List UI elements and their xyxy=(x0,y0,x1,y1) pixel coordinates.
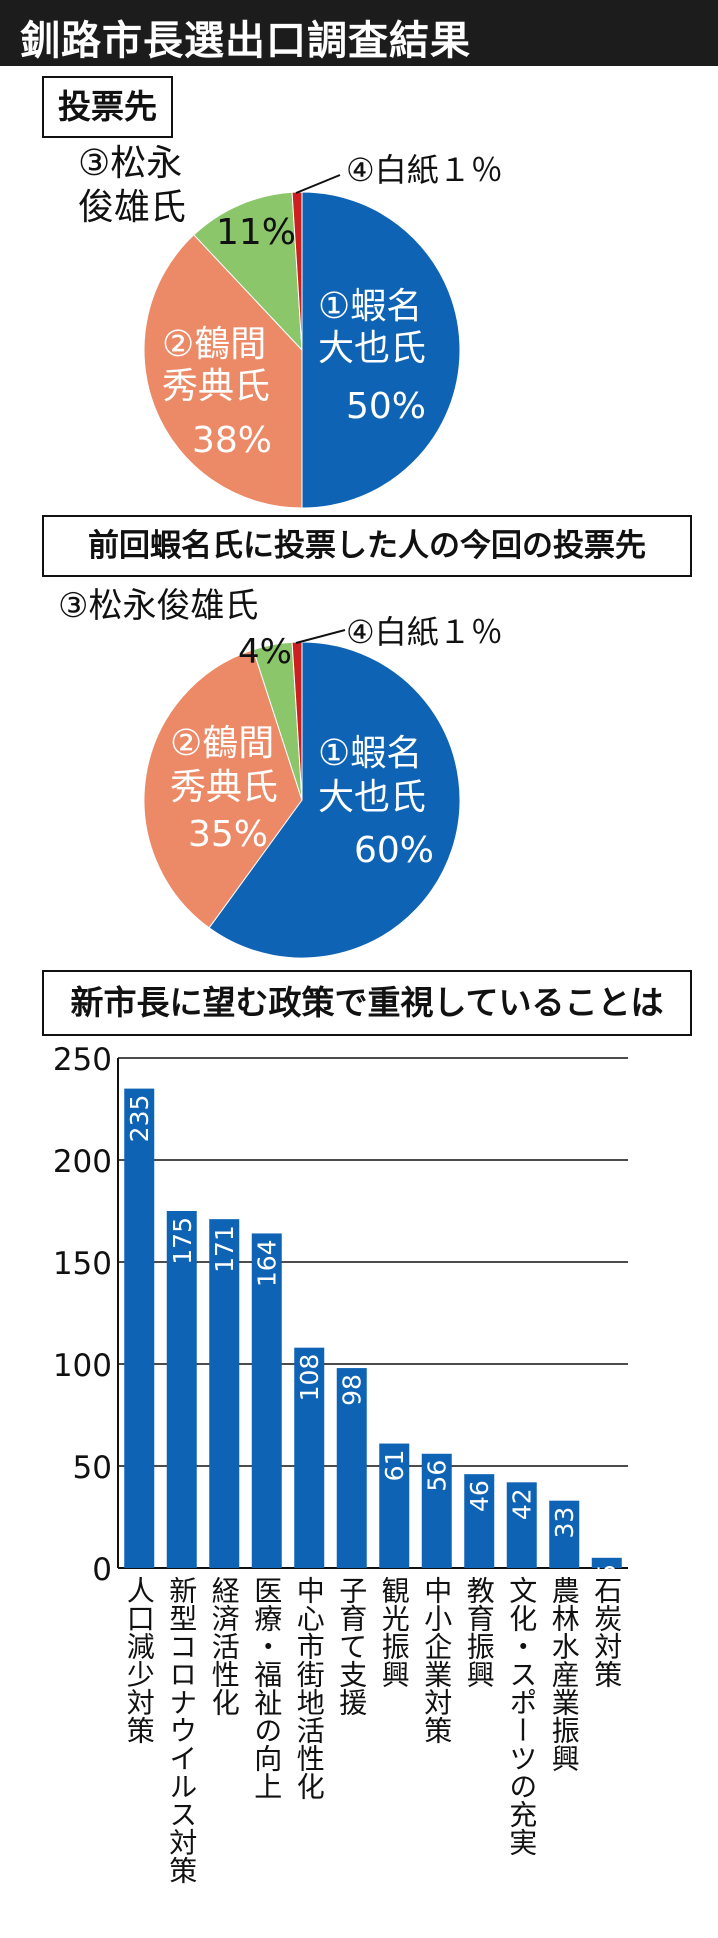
bar-4 xyxy=(251,1233,282,1568)
bar-value-label-2: 175 xyxy=(168,1217,197,1265)
bar-11 xyxy=(549,1500,580,1568)
pie1-value-3: 11% xyxy=(216,212,296,253)
bar-category-label-10: 文化・スポーツの充実 xyxy=(505,1576,538,1856)
bar-5 xyxy=(294,1347,325,1568)
pie1-slice-2 xyxy=(143,234,303,509)
bar-10 xyxy=(506,1482,537,1568)
pie2-leader-line xyxy=(295,629,346,644)
bar-category-label-8: 中小企業対策 xyxy=(420,1576,453,1744)
bar-ytick-1: 0 xyxy=(92,1552,112,1588)
pie1-label-1-line-2: 大也氏 xyxy=(318,328,426,369)
bar-value-label-10: 42 xyxy=(508,1488,537,1520)
bar-1 xyxy=(124,1088,155,1568)
bar-value-label-5: 108 xyxy=(295,1354,324,1402)
pie1-value-2: 38% xyxy=(192,420,272,461)
pie2-value-1: 60% xyxy=(354,830,434,871)
pie2-label-2-line-1: ②鶴間 xyxy=(170,723,274,764)
section3-title: 新市長に望む政策で重視していることは xyxy=(42,970,692,1036)
pie2-label-2-line-2: 秀典氏 xyxy=(170,767,278,808)
bar-12 xyxy=(591,1557,622,1568)
section1-title: 投票先 xyxy=(42,76,173,138)
bar-category-label-5: 中心市街地活性化 xyxy=(293,1576,326,1800)
bar-2 xyxy=(166,1211,197,1568)
bar-category-label-7: 観光振興 xyxy=(378,1576,411,1688)
bar-ytick-4: 150 xyxy=(53,1246,112,1282)
bar-category-label-3: 経済活性化 xyxy=(208,1576,241,1716)
bar-6 xyxy=(336,1368,367,1568)
pie1-label-2-line-1: ②鶴間 xyxy=(162,324,266,365)
bar-category-label-2: 新型コロナウイルス対策 xyxy=(165,1576,198,1884)
bar-value-label-12: 5 xyxy=(593,1564,622,1580)
pie1-slice-3 xyxy=(193,191,303,352)
bar-category-label-1: 人口減少対策 xyxy=(123,1576,156,1744)
bar-3 xyxy=(209,1219,240,1568)
pie2-label-1-line-2: 大也氏 xyxy=(318,777,426,818)
bar-ytick-6: 250 xyxy=(53,1042,112,1078)
bar-value-label-1: 235 xyxy=(125,1095,154,1143)
pie1-value-1: 50% xyxy=(346,386,426,427)
bar-value-label-7: 61 xyxy=(380,1450,409,1482)
bar-category-label-11: 農林水産業振興 xyxy=(548,1576,581,1772)
page-title: 釧路市長選出口調査結果 xyxy=(20,18,471,64)
pie1-label-4-line-1: ④白紙１％ xyxy=(346,151,503,189)
pie1-label-2-line-2: 秀典氏 xyxy=(162,366,270,407)
bar-category-label-4: 医療・福祉の向上 xyxy=(250,1576,283,1800)
pie2-value-2: 35% xyxy=(188,814,268,855)
bar-category-label-6: 子育て支援 xyxy=(335,1576,368,1716)
bar-value-label-3: 171 xyxy=(210,1225,239,1273)
bar-value-label-8: 56 xyxy=(423,1460,452,1492)
bar-value-label-9: 46 xyxy=(465,1480,494,1512)
pie1-label-3-line-2: 俊雄氏 xyxy=(78,187,186,228)
pie2-label-1-line-1: ①蝦名 xyxy=(318,733,422,774)
pie2-slice-1 xyxy=(208,641,461,959)
bar-category-label-9: 教育振興 xyxy=(463,1576,496,1688)
bar-8 xyxy=(421,1453,452,1568)
bar-ytick-5: 200 xyxy=(53,1144,112,1180)
bar-ytick-3: 100 xyxy=(53,1348,112,1384)
bar-category-label-12: 石炭対策 xyxy=(590,1576,623,1688)
bar-value-label-6: 98 xyxy=(338,1374,367,1406)
pie1-slice-1 xyxy=(301,191,461,509)
pie2-value-3: 4% xyxy=(238,632,292,672)
pie1-leader-line xyxy=(295,174,341,194)
pie1-label-3-line-1: ③松永 xyxy=(78,143,182,184)
pie1-label-1-line-1: ①蝦名 xyxy=(318,286,422,327)
bar-value-label-4: 164 xyxy=(253,1239,282,1287)
section2-title: 前回蝦名氏に投票した人の今回の投票先 xyxy=(42,515,692,577)
bar-ytick-2: 50 xyxy=(73,1450,112,1486)
pie2-label-4-line-1: ④白紙１％ xyxy=(346,613,503,651)
bar-value-label-11: 33 xyxy=(550,1507,579,1539)
bar-9 xyxy=(464,1474,495,1568)
pie2-label-3-line-1: ③松永俊雄氏 xyxy=(58,586,258,626)
pie2-slice-2 xyxy=(143,649,303,929)
bar-7 xyxy=(379,1443,410,1568)
title-bar: 釧路市長選出口調査結果 xyxy=(0,0,718,66)
